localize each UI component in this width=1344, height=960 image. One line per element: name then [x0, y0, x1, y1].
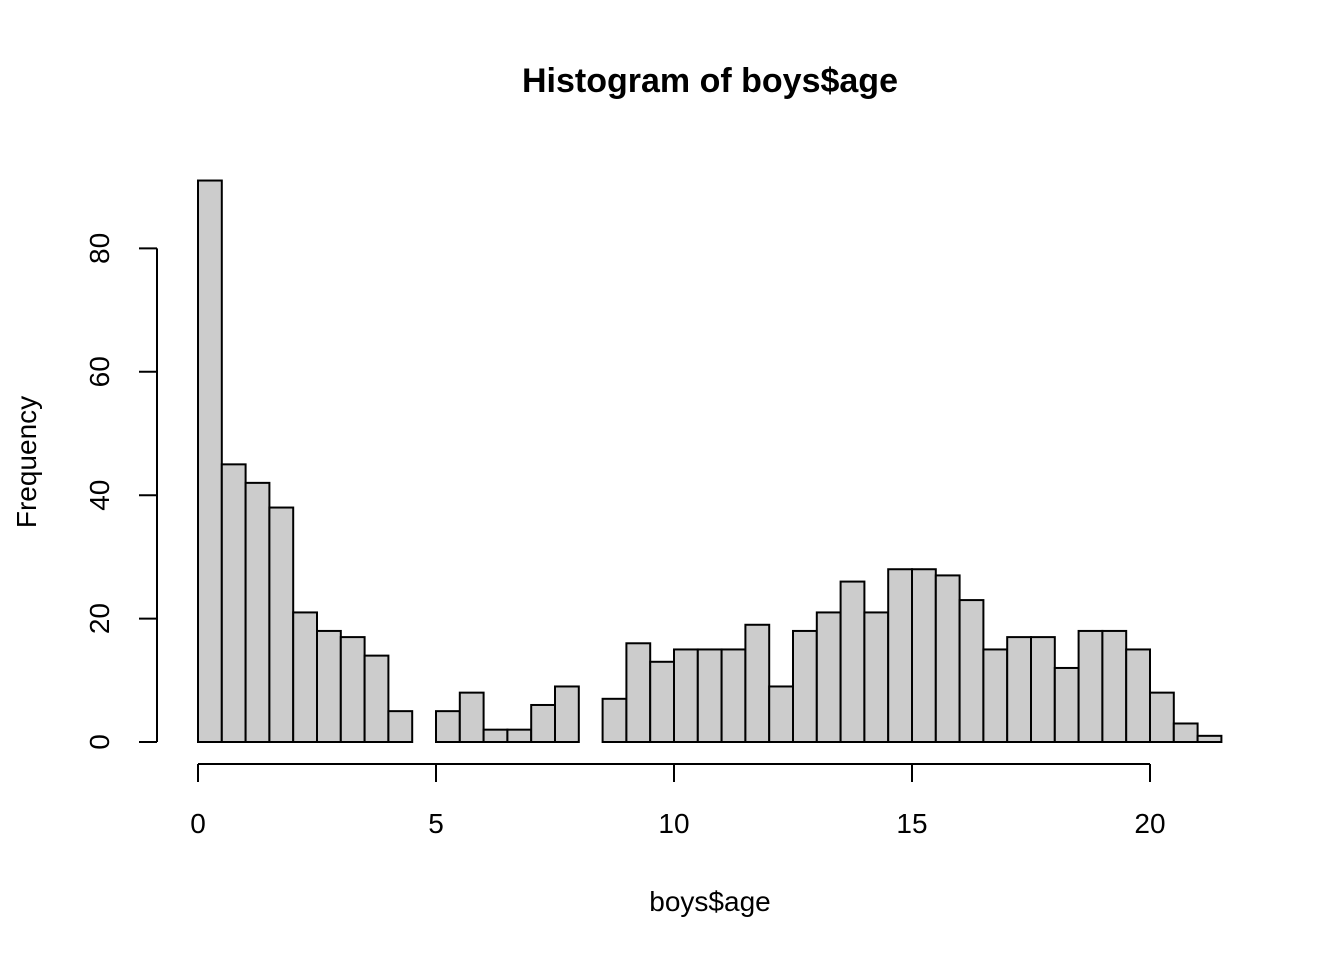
histogram-bar	[1101, 629, 1128, 743]
histogram-bar	[506, 728, 533, 743]
histogram-bar	[839, 580, 866, 744]
histogram-bar	[530, 703, 557, 743]
histogram-bar	[696, 648, 723, 744]
histogram-bar	[1053, 666, 1080, 744]
histogram-bar	[268, 506, 295, 744]
x-axis-label: boys$age	[649, 886, 770, 917]
histogram-bar	[744, 623, 771, 744]
y-tick-label: 80	[84, 233, 115, 264]
y-axis-label: Frequency	[11, 396, 42, 528]
histogram-bar	[1077, 629, 1104, 743]
histogram-bar	[673, 648, 699, 744]
y-tick-label: 40	[84, 480, 115, 511]
histogram-bar	[649, 660, 676, 743]
x-tick-label: 20	[1134, 808, 1165, 839]
histogram-bar	[625, 642, 652, 744]
histogram-bar	[958, 599, 985, 744]
y-tick-label: 60	[84, 356, 115, 387]
histogram-bar	[363, 654, 390, 743]
histogram-bar	[482, 728, 509, 743]
histogram-bar	[982, 648, 1009, 744]
histogram-bar	[863, 611, 890, 743]
chart-title: Histogram of boys$age	[522, 62, 898, 100]
x-tick-label: 0	[190, 808, 206, 839]
histogram-bar	[1196, 734, 1223, 744]
y-axis: 0 20 40 60 80	[84, 233, 158, 750]
histogram-bar	[1172, 722, 1199, 743]
histogram-bar	[934, 574, 961, 743]
histogram-bar	[601, 697, 628, 743]
histogram-bar	[1006, 636, 1033, 743]
histogram-bar	[887, 568, 914, 743]
x-axis: 0 5 10 15 20	[190, 763, 1166, 839]
histogram-bar	[911, 568, 937, 743]
bars-group	[197, 179, 1223, 744]
histogram-bar	[197, 179, 223, 743]
histogram-bar	[458, 691, 485, 744]
histogram-bar	[292, 611, 319, 743]
histogram-bar	[768, 685, 795, 743]
histogram-bar	[1149, 691, 1175, 744]
histogram-bar	[815, 611, 842, 743]
histogram-bar	[387, 710, 414, 744]
histogram-bar	[720, 648, 747, 744]
histogram-bar	[220, 463, 247, 743]
y-tick-label: 20	[84, 603, 115, 634]
y-tick-label: 0	[84, 734, 115, 750]
histogram-bar	[554, 685, 580, 743]
x-tick-label: 10	[658, 808, 689, 839]
x-tick-label: 15	[896, 808, 927, 839]
histogram-bar	[1125, 648, 1151, 744]
histogram-bar	[339, 636, 366, 743]
histogram-bar	[244, 481, 271, 743]
histogram-bar	[792, 629, 818, 743]
histogram-bar	[316, 629, 342, 743]
histogram-bar	[435, 710, 461, 744]
x-tick-label: 5	[428, 808, 444, 839]
histogram-bar	[1030, 636, 1056, 743]
